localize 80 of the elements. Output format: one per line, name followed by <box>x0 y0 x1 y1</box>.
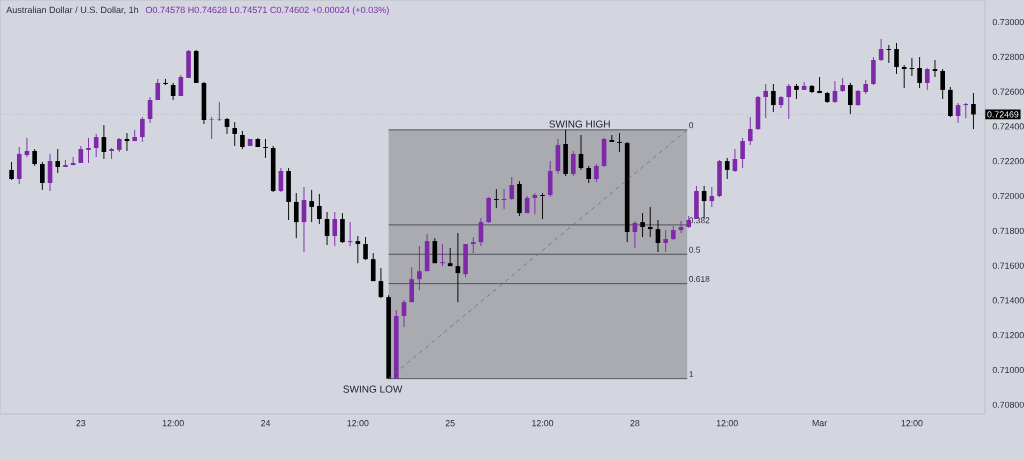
candlestick <box>363 236 368 261</box>
text: Australian Dollar / U.S. Dollar, 1h <box>6 6 139 15</box>
candlestick <box>894 42 899 75</box>
candlestick <box>763 83 768 119</box>
x-tick-label: 12:00 <box>162 420 184 427</box>
candlestick <box>971 92 976 130</box>
candlestick <box>293 192 299 239</box>
candlestick <box>432 237 438 264</box>
ref-line-label: 0.5 <box>689 246 701 253</box>
candlestick <box>140 116 145 143</box>
y-tick-label: 0.72000 <box>992 192 1024 200</box>
candlestick <box>871 56 876 86</box>
candlestick <box>240 130 245 150</box>
x-tick-label: 23 <box>76 420 86 427</box>
candlestick <box>724 157 730 180</box>
candlestick <box>309 189 314 223</box>
candlestick <box>109 147 114 160</box>
candlestick <box>263 138 268 159</box>
y-tick-label: 0.71400 <box>992 297 1024 304</box>
candlestick <box>232 121 238 147</box>
candlestick <box>409 266 415 303</box>
candlestick <box>209 116 214 140</box>
text: O0.74578 H0.74628 L0.74571 C0.74602 +0.00024 (+0.03%) <box>145 6 389 15</box>
y-tick-label: 0.72200 <box>992 158 1024 165</box>
candlestick <box>617 132 622 153</box>
candlestick <box>817 76 822 94</box>
candlestick <box>417 245 422 291</box>
y-tick-label: 0.71600 <box>992 262 1024 269</box>
candlestick <box>440 243 445 267</box>
candlestick <box>786 83 792 120</box>
y-tick-label: 0.73000 <box>992 18 1024 26</box>
candlestick <box>470 236 476 254</box>
x-tick-label: 12:00 <box>347 420 369 427</box>
x-tick-label: Mar <box>812 420 827 427</box>
candlestick <box>93 133 99 158</box>
y-tick-label: 0.71000 <box>992 366 1024 374</box>
y-tick-label: 0.72400 <box>992 123 1024 130</box>
candlestick <box>540 192 545 220</box>
x-tick-label: 25 <box>445 420 455 427</box>
y-tick-label: 0.71200 <box>992 332 1024 339</box>
y-tick-label: 0.72800 <box>992 53 1024 60</box>
candlestick <box>9 161 14 181</box>
candlestick <box>663 229 668 253</box>
candlestick <box>747 116 753 146</box>
candlestick <box>494 188 499 209</box>
candlestick <box>547 160 553 198</box>
ref-line-label: 0.618 <box>689 276 710 283</box>
x-tick-label: 24 <box>261 420 271 427</box>
candlestick <box>917 56 922 89</box>
y-tick-label: 0.71800 <box>992 227 1024 234</box>
candlestick <box>886 44 892 64</box>
candlestick <box>963 102 969 119</box>
candlestick <box>571 150 576 177</box>
annotation: SWING HIGH <box>549 120 610 128</box>
x-tick-label: 12:00 <box>532 420 554 427</box>
candlestick <box>86 137 91 164</box>
candlestick <box>40 161 45 191</box>
candlestick <box>370 252 376 282</box>
ref-line-label: 0.72469 <box>987 111 1019 118</box>
x-tick-label: 12:00 <box>901 420 923 427</box>
candlestick <box>340 212 345 244</box>
annotation: SWING LOW <box>343 385 403 393</box>
candlestick <box>924 67 930 91</box>
candlestick <box>848 82 853 115</box>
candlestick <box>740 137 745 169</box>
candlestick <box>509 176 515 201</box>
ref-line-label: 1 <box>689 371 694 378</box>
candlestick <box>771 83 776 113</box>
candlestick <box>332 211 338 247</box>
ref-line-label: 0 <box>689 122 694 129</box>
candlestick <box>647 206 653 238</box>
x-tick-label: 28 <box>630 420 640 427</box>
candlestick <box>640 212 645 238</box>
candlestick <box>317 193 322 225</box>
candlestick <box>901 64 907 89</box>
y-tick-label: 0.72600 <box>992 88 1024 95</box>
candlestick <box>940 68 945 100</box>
y-tick-label: 0.70800 <box>992 401 1024 408</box>
candlestick <box>55 148 61 174</box>
x-tick-label: 12:00 <box>716 420 738 427</box>
